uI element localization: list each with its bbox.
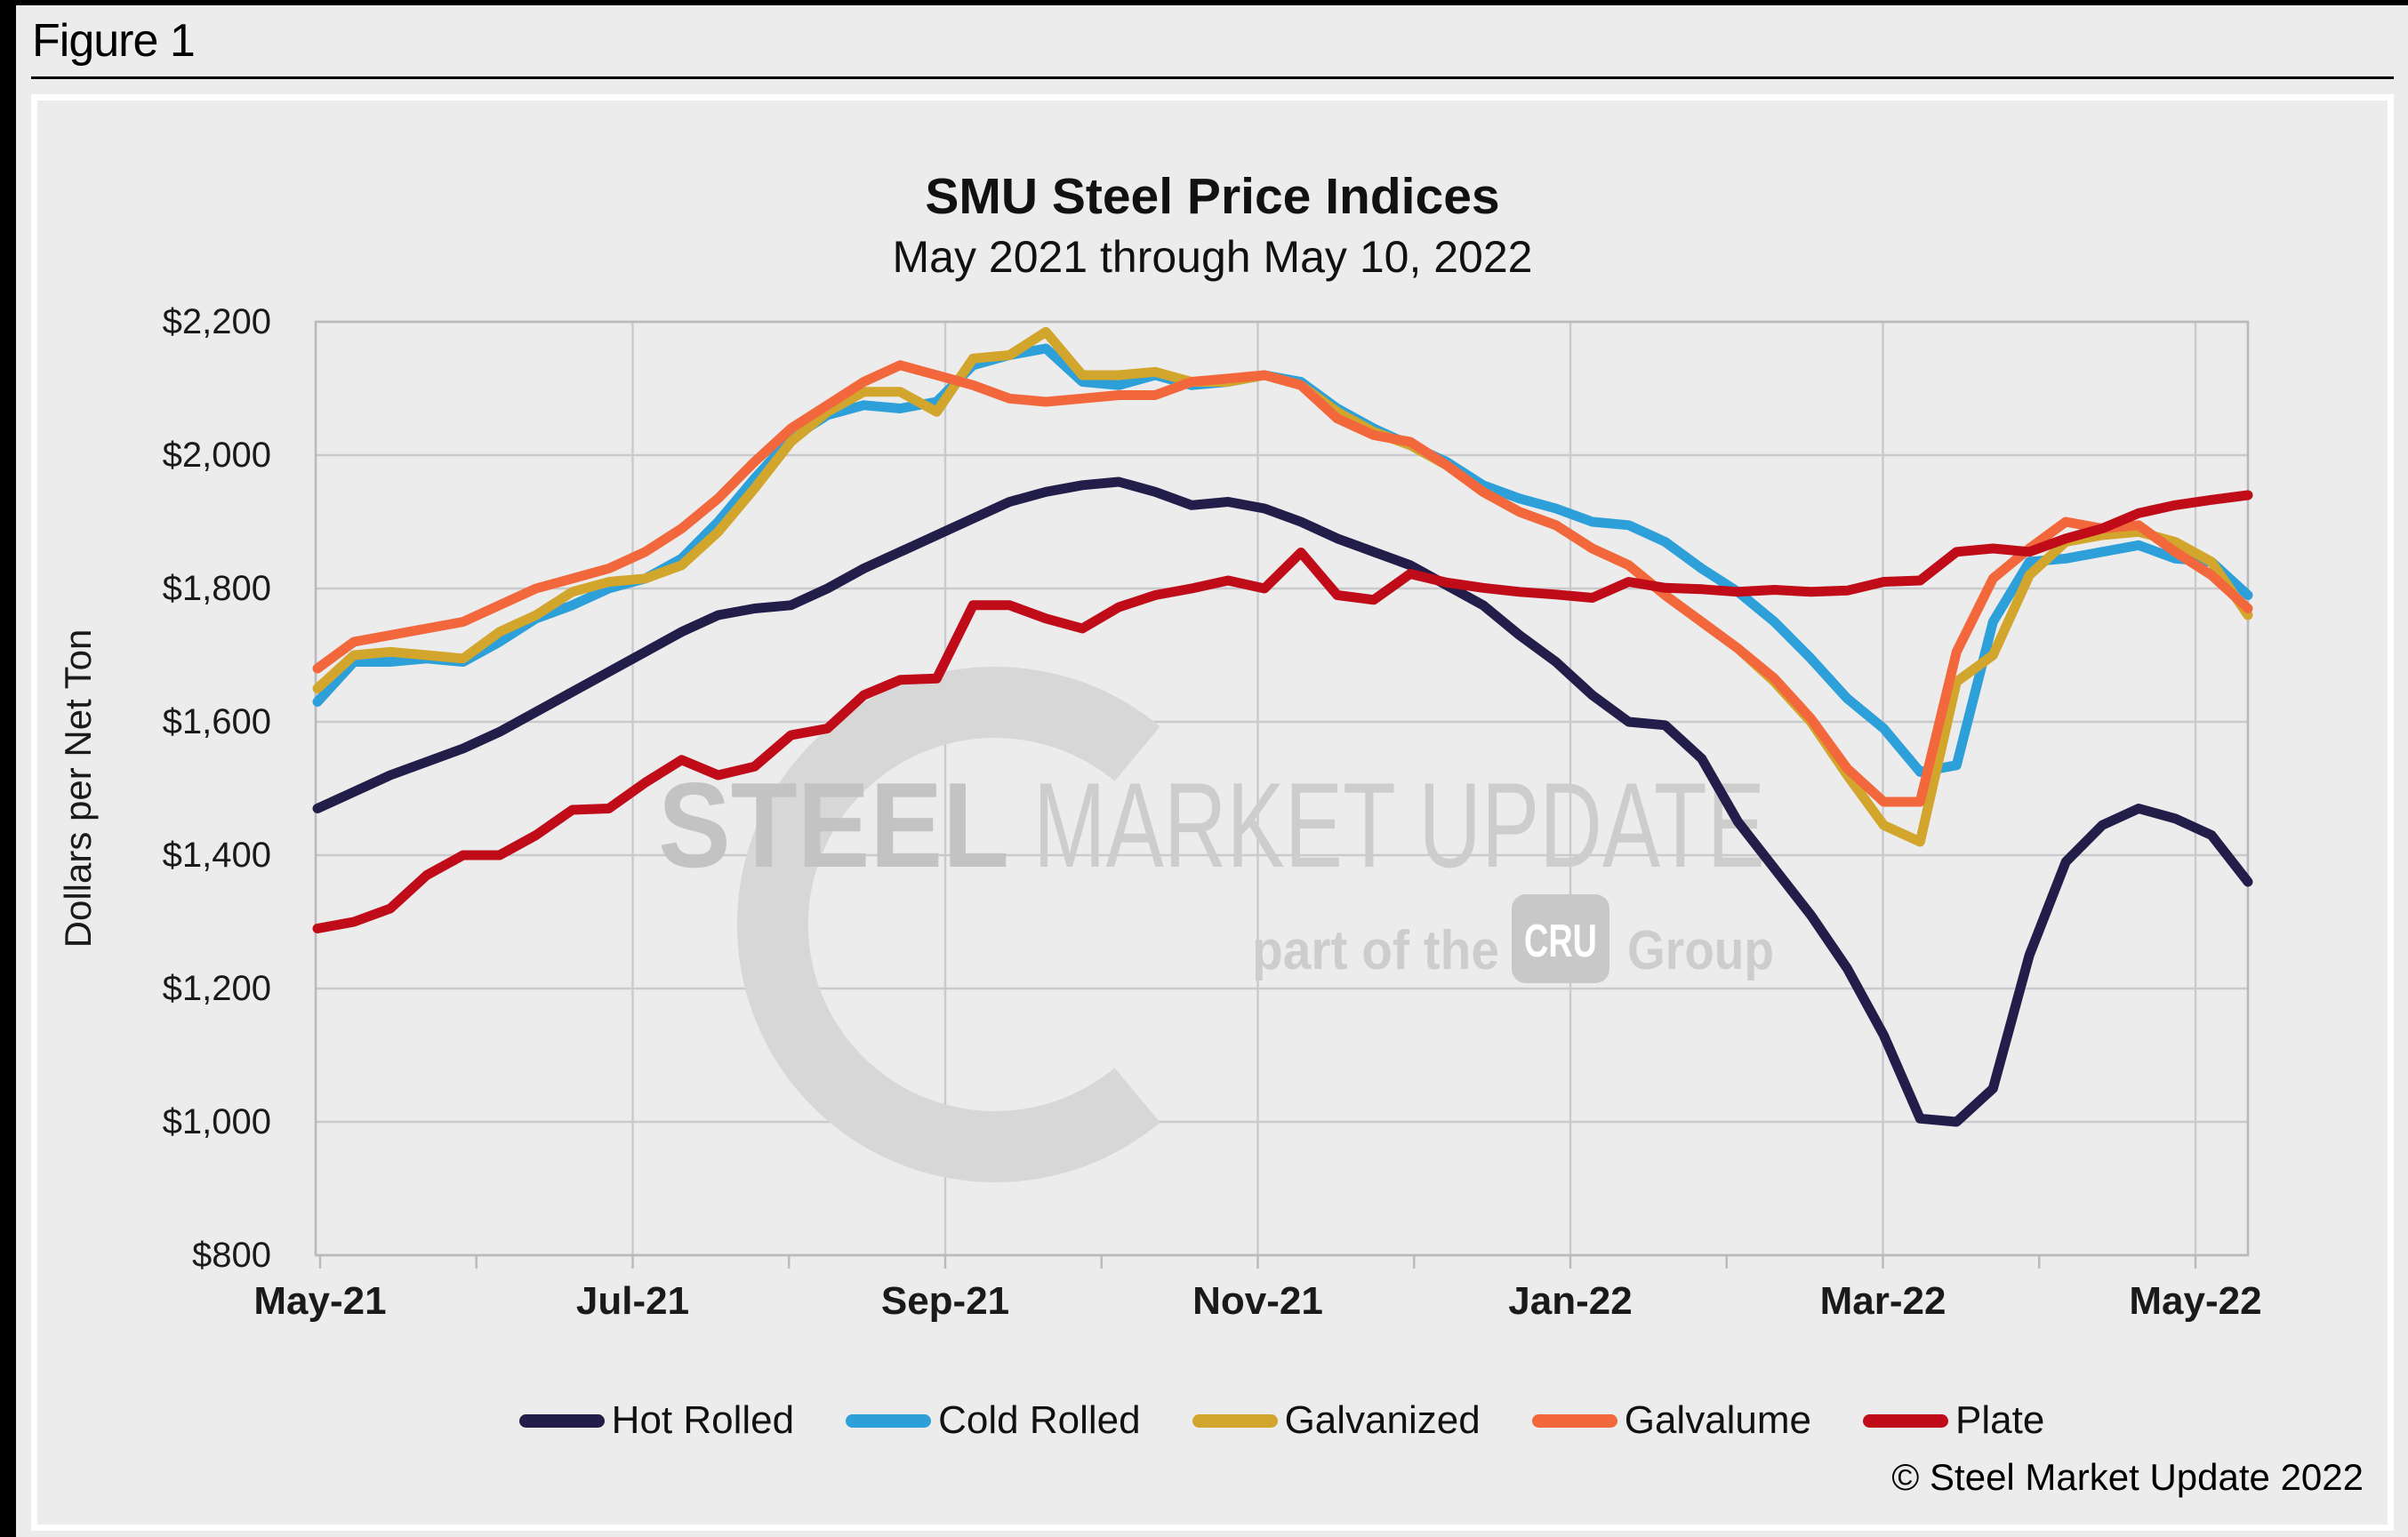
- legend-marker-icon: [1531, 1413, 1617, 1428]
- watermark: STEEL MARKET UPDATE part of the CRU Group: [658, 667, 1774, 1182]
- copyright-note: © Steel Market Update 2022: [1891, 1456, 2364, 1498]
- legend-label: Hot Rolled: [611, 1398, 795, 1442]
- y-tick-label: $1,000: [162, 1102, 271, 1141]
- legend-item-plate: Plate: [1863, 1398, 2044, 1443]
- legend-label: Galvanized: [1284, 1398, 1481, 1442]
- watermark-cru-badge: [1512, 894, 1609, 983]
- legend-marker-icon: [518, 1413, 605, 1428]
- window-border-top: [0, 0, 2408, 5]
- y-tick-label: $1,800: [162, 569, 271, 608]
- y-tick-label: $800: [192, 1236, 271, 1275]
- x-tick-label: Jan-22: [1508, 1279, 1633, 1323]
- x-tick-label: Nov-21: [1192, 1279, 1323, 1323]
- series-line-galvalume: [312, 360, 2253, 807]
- chart-subtitle: May 2021 through May 10, 2022: [892, 232, 1533, 282]
- x-tick-label: Jul-21: [575, 1279, 690, 1323]
- y-tick-label: $1,600: [162, 702, 271, 741]
- legend-marker-icon: [1863, 1413, 1949, 1428]
- plot-frame: [314, 320, 2250, 1257]
- watermark-brand-bold: STEEL: [658, 757, 1009, 893]
- chart-panel: [31, 94, 2394, 1531]
- legend-label: Cold Rolled: [938, 1398, 1141, 1442]
- legend-label: Plate: [1955, 1398, 2045, 1442]
- y-tick-label: $1,200: [162, 969, 271, 1008]
- series-line-cold-rolled: [312, 343, 2253, 777]
- watermark-brand-light: MARKET UPDATE: [1033, 757, 1765, 893]
- watermark-tagline-prefix: part of the: [1252, 920, 1499, 981]
- y-tick-label: $2,200: [162, 302, 271, 341]
- chart-title: SMU Steel Price Indices: [925, 168, 1500, 225]
- legend-marker-icon: [1192, 1413, 1278, 1428]
- legend-item-galvanized: Galvanized: [1192, 1398, 1481, 1443]
- series-lines: [312, 326, 2253, 1127]
- figure-rule: [31, 76, 2394, 79]
- watermark-tagline-suffix: Group: [1627, 920, 1774, 981]
- x-tick-label: May-22: [2129, 1279, 2262, 1323]
- window-border-left: [0, 0, 16, 1537]
- watermark-crescent-icon: [736, 667, 1160, 1182]
- legend-marker-icon: [846, 1413, 932, 1428]
- series-line-plate: [312, 490, 2253, 933]
- figure-label: Figure 1: [32, 15, 196, 67]
- chart-legend: Hot Rolled Cold Rolled Galvanized Galvalume…: [316, 1383, 2248, 1458]
- legend-item-galvalume: Galvalume: [1531, 1398, 1812, 1443]
- series-line-hot-rolled: [312, 476, 2253, 1127]
- legend-item-cold-rolled: Cold Rolled: [846, 1398, 1141, 1443]
- legend-label: Galvalume: [1624, 1398, 1812, 1442]
- x-tick-label: Mar-22: [1819, 1279, 1946, 1323]
- legend-item-hot-rolled: Hot Rolled: [518, 1398, 795, 1443]
- y-tick-label: $1,400: [162, 836, 271, 875]
- watermark-badge-text: CRU: [1524, 916, 1597, 967]
- x-tick-label: Sep-21: [880, 1279, 1010, 1323]
- y-tick-label: $2,000: [162, 436, 271, 475]
- x-tick-label: May-21: [253, 1279, 387, 1323]
